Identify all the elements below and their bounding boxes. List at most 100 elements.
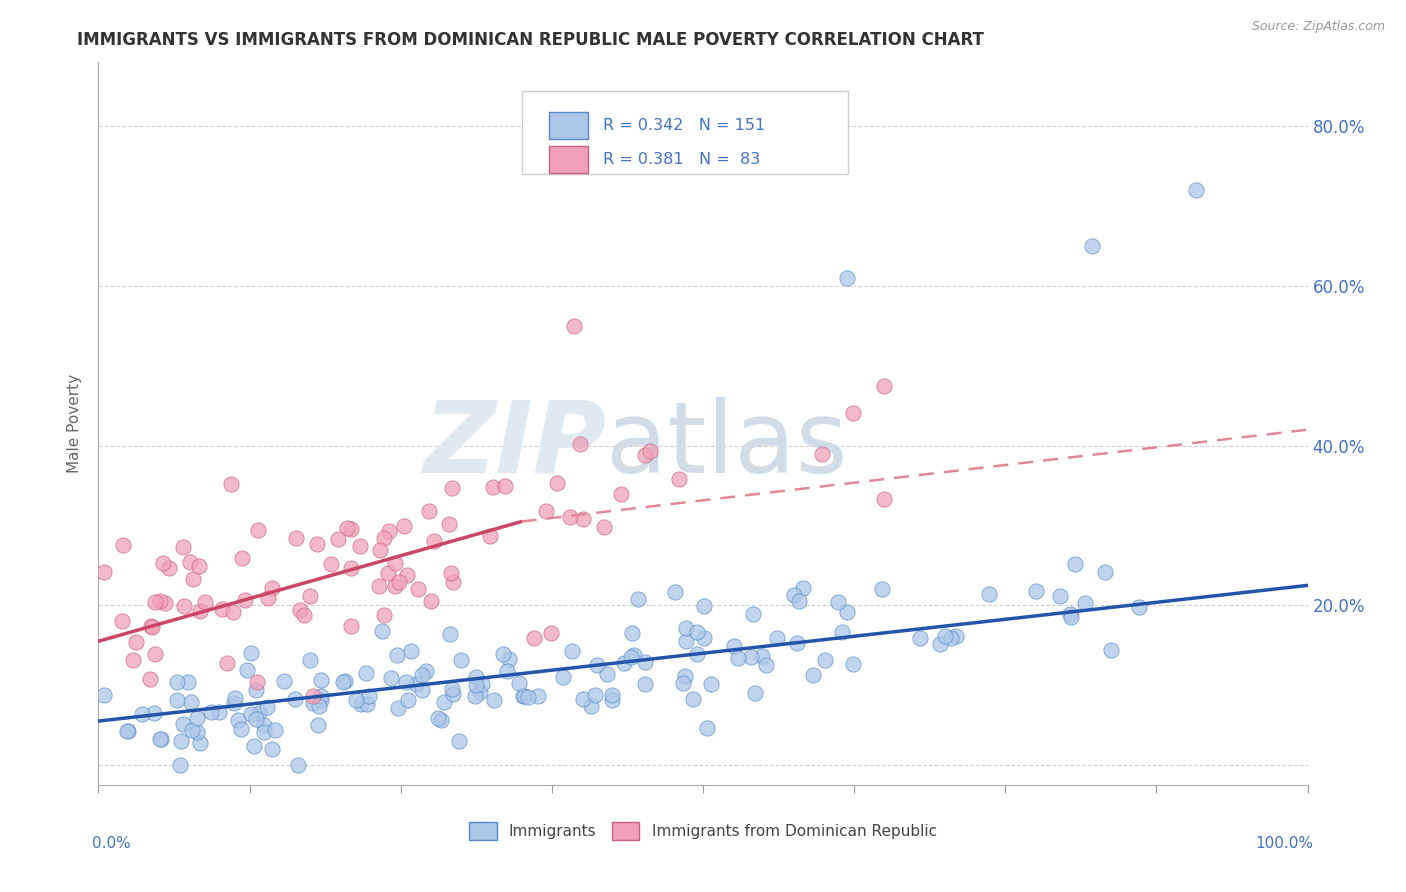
Point <box>384 556 406 570</box>
Point <box>367 579 389 593</box>
Point <box>166 693 188 707</box>
Point <box>482 693 505 707</box>
Point <box>405 677 427 691</box>
Text: 0.0%: 0.0% <box>93 836 131 851</box>
Point <box>441 575 464 590</box>
Point <box>395 568 418 582</box>
Point <box>357 689 380 703</box>
Point <box>1081 239 1104 253</box>
Point <box>723 639 745 653</box>
Point <box>441 687 464 701</box>
Y-axis label: Male Poverty: Male Poverty <box>67 374 83 474</box>
Point <box>247 523 270 537</box>
Point <box>169 758 191 772</box>
Point <box>378 524 401 539</box>
Point <box>150 732 173 747</box>
Point <box>200 705 222 719</box>
Point <box>517 690 540 704</box>
Point <box>217 656 239 670</box>
Point <box>494 479 516 493</box>
Point <box>245 683 267 698</box>
Point <box>226 713 249 727</box>
Point <box>792 581 814 595</box>
Point <box>789 594 811 608</box>
Point <box>388 575 411 590</box>
Point <box>441 481 464 495</box>
Point <box>583 689 606 703</box>
Point <box>634 677 657 691</box>
Point <box>782 588 804 602</box>
Point <box>395 675 418 690</box>
Point <box>470 685 492 699</box>
Point <box>219 477 242 491</box>
Point <box>740 650 762 665</box>
Point <box>288 603 311 617</box>
Point <box>801 668 824 682</box>
Point <box>664 584 686 599</box>
Point <box>242 739 264 754</box>
Point <box>560 644 582 658</box>
Point <box>186 724 208 739</box>
Point <box>309 673 332 688</box>
Point <box>384 579 406 593</box>
Point <box>152 557 174 571</box>
Point <box>751 648 773 663</box>
Point <box>349 539 371 553</box>
Point <box>692 599 714 614</box>
Point <box>139 618 162 632</box>
Point <box>194 595 217 609</box>
Point <box>125 634 148 648</box>
Point <box>111 614 134 628</box>
Point <box>1094 566 1116 580</box>
Point <box>396 693 419 707</box>
Point <box>284 692 307 706</box>
Point <box>562 318 585 333</box>
Point <box>450 652 472 666</box>
Point <box>287 758 309 772</box>
Point <box>356 697 378 711</box>
Point <box>620 649 643 664</box>
Point <box>585 658 607 673</box>
Point <box>332 675 354 690</box>
Point <box>786 636 808 650</box>
Point <box>141 620 163 634</box>
Point <box>231 550 253 565</box>
Point <box>558 510 581 524</box>
Point <box>340 619 363 633</box>
Point <box>939 631 962 645</box>
FancyBboxPatch shape <box>550 145 588 173</box>
Point <box>149 731 172 746</box>
Point <box>571 692 593 706</box>
Point <box>418 504 440 518</box>
Point <box>179 555 201 569</box>
Point <box>149 594 172 608</box>
Point <box>333 674 356 689</box>
Point <box>693 631 716 645</box>
Point <box>143 595 166 609</box>
Point <box>399 643 422 657</box>
Point <box>299 589 322 603</box>
Point <box>406 582 429 596</box>
Point <box>180 695 202 709</box>
Point <box>672 675 695 690</box>
Point <box>222 605 245 619</box>
Point <box>292 608 315 623</box>
Point <box>392 519 415 533</box>
Point <box>439 566 461 580</box>
Point <box>613 657 636 671</box>
Point <box>682 692 704 706</box>
Point <box>928 637 950 651</box>
Point <box>121 653 143 667</box>
Point <box>143 647 166 661</box>
Point <box>841 657 863 671</box>
Point <box>117 724 139 739</box>
Point <box>411 682 433 697</box>
Point <box>675 634 697 648</box>
Point <box>262 581 284 595</box>
Point <box>755 658 778 673</box>
Point <box>253 725 276 739</box>
Point <box>441 681 464 696</box>
Point <box>309 689 332 703</box>
Point <box>675 621 697 635</box>
Point <box>464 670 486 684</box>
